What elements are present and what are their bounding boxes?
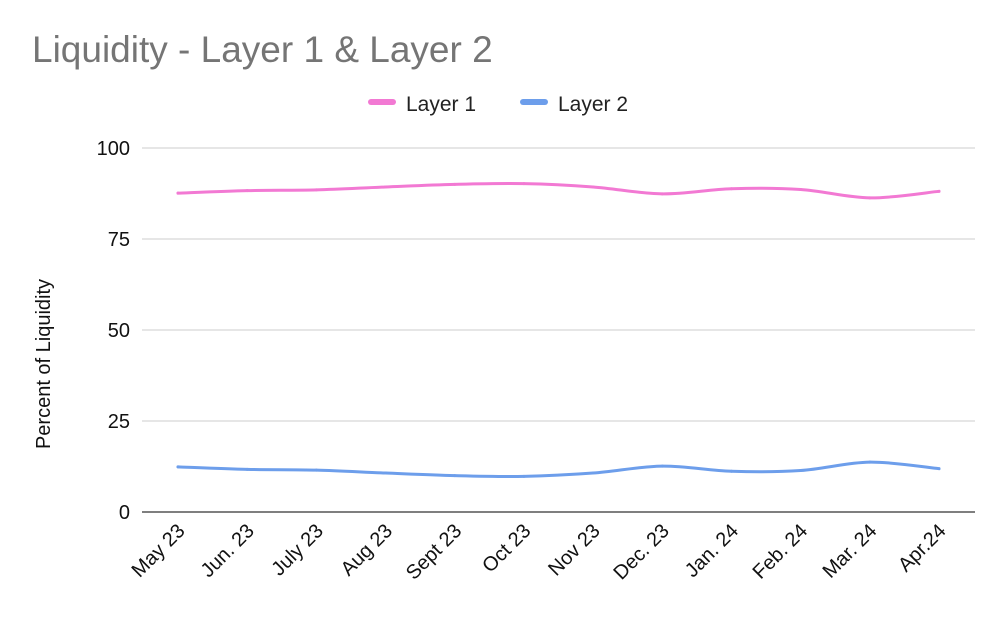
legend-label: Layer 2 (558, 93, 628, 116)
x-tick-label: Feb. 24 (749, 520, 813, 584)
legend-label: Layer 1 (406, 93, 476, 116)
data-point (522, 474, 526, 478)
data-point (522, 182, 526, 186)
data-point (868, 196, 872, 200)
x-axis-ticks: May 23 Jun. 23 July 23 Aug 23 Sept 23 Oct 23 N… (128, 520, 951, 584)
series-lines (176, 182, 941, 478)
y-tick-label: 50 (108, 320, 130, 342)
data-point (176, 465, 180, 469)
x-tick-label: Jun. 23 (197, 520, 259, 582)
data-point (799, 187, 803, 191)
x-tick-label: Nov 23 (544, 520, 604, 580)
x-tick-label: July 23 (268, 520, 328, 580)
legend: Layer 1 Layer 2 (368, 93, 628, 116)
x-tick-label: Oct 23 (478, 520, 535, 577)
data-point (660, 192, 664, 196)
data-point (868, 460, 872, 464)
legend-swatch (520, 99, 548, 105)
data-point (314, 188, 318, 192)
y-tick-label: 100 (97, 138, 130, 160)
data-point (453, 474, 457, 478)
data-point (245, 467, 249, 471)
gridlines (142, 147, 975, 513)
x-tick-label: May 23 (128, 520, 190, 582)
data-point (245, 189, 249, 193)
data-point (314, 468, 318, 472)
data-point (729, 469, 733, 473)
x-tick-label: Mar. 24 (819, 520, 882, 583)
data-point (384, 471, 388, 475)
data-point (937, 189, 941, 193)
data-point (591, 185, 595, 189)
data-point (799, 469, 803, 473)
y-axis-label: Percent of Liquidity (33, 279, 55, 449)
x-tick-label: Sept 23 (402, 520, 466, 584)
series-line-1 (176, 182, 941, 200)
x-tick-label: Jan. 24 (681, 520, 743, 582)
data-point (176, 191, 180, 195)
data-point (729, 187, 733, 191)
x-tick-label: Aug 23 (337, 520, 397, 580)
series-line-2 (176, 460, 941, 478)
chart-title: Liquidity - Layer 1 & Layer 2 (32, 29, 493, 70)
legend-swatch (368, 99, 396, 105)
y-tick-label: 75 (108, 229, 130, 251)
x-tick-label: Dec. 23 (610, 520, 674, 584)
data-point (384, 185, 388, 189)
data-point (591, 471, 595, 475)
y-axis-ticks: 0 25 50 75 100 (97, 138, 130, 524)
x-tick-label: Apr.24 (894, 520, 950, 576)
data-point (937, 467, 941, 471)
data-point (660, 464, 664, 468)
y-tick-label: 25 (108, 411, 130, 433)
data-point (453, 182, 457, 186)
y-tick-label: 0 (119, 502, 130, 524)
